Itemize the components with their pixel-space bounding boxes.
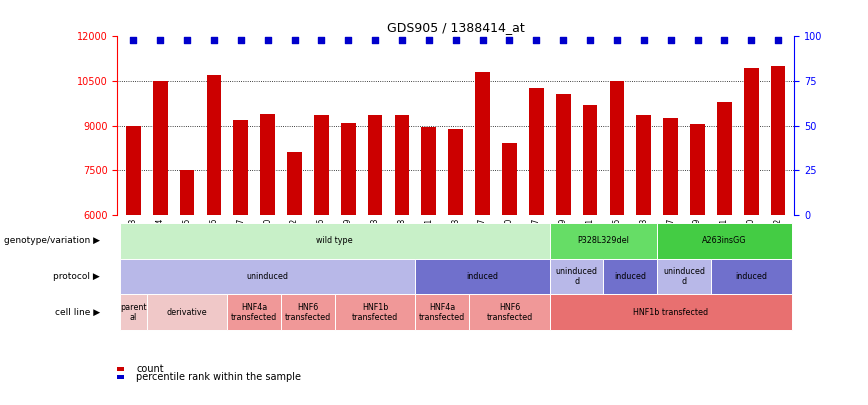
- Bar: [502, 143, 516, 215]
- Point: [718, 37, 732, 44]
- Bar: [341, 123, 356, 215]
- Text: induced: induced: [467, 272, 498, 281]
- Text: derivative: derivative: [167, 308, 207, 317]
- Point: [314, 37, 328, 44]
- Point: [233, 37, 247, 44]
- Bar: [448, 128, 464, 215]
- Point: [637, 37, 651, 44]
- Point: [287, 37, 301, 44]
- Text: uninduced
d: uninduced d: [663, 267, 705, 286]
- Text: HNF1b
transfected: HNF1b transfected: [352, 303, 398, 322]
- Point: [154, 37, 168, 44]
- Bar: [180, 170, 194, 215]
- Bar: [636, 115, 651, 215]
- Text: protocol ▶: protocol ▶: [53, 272, 100, 281]
- Bar: [771, 66, 786, 215]
- Bar: [126, 126, 141, 215]
- Bar: [717, 102, 732, 215]
- Text: induced: induced: [615, 272, 647, 281]
- Text: HNF1b transfected: HNF1b transfected: [633, 308, 708, 317]
- Point: [260, 37, 274, 44]
- Bar: [153, 81, 168, 215]
- Bar: [395, 115, 410, 215]
- Point: [610, 37, 624, 44]
- Bar: [260, 114, 275, 215]
- Bar: [475, 72, 490, 215]
- Point: [691, 37, 705, 44]
- Bar: [422, 127, 437, 215]
- Point: [744, 37, 758, 44]
- Text: count: count: [136, 364, 164, 374]
- Bar: [663, 118, 678, 215]
- Bar: [314, 115, 329, 215]
- Bar: [287, 152, 302, 215]
- Point: [449, 37, 463, 44]
- Point: [556, 37, 570, 44]
- Bar: [556, 94, 570, 215]
- Point: [127, 37, 141, 44]
- Bar: [582, 105, 597, 215]
- Text: cell line ▶: cell line ▶: [55, 308, 100, 317]
- Bar: [207, 75, 221, 215]
- Point: [341, 37, 355, 44]
- Point: [422, 37, 436, 44]
- Point: [207, 37, 220, 44]
- Point: [583, 37, 597, 44]
- Point: [664, 37, 678, 44]
- Bar: [609, 81, 624, 215]
- Text: uninduced
d: uninduced d: [556, 267, 597, 286]
- Bar: [744, 68, 759, 215]
- Bar: [529, 88, 543, 215]
- Text: genotype/variation ▶: genotype/variation ▶: [3, 237, 100, 245]
- Text: parent
al: parent al: [120, 303, 147, 322]
- Bar: [690, 124, 705, 215]
- Point: [368, 37, 382, 44]
- Text: A263insGG: A263insGG: [702, 237, 746, 245]
- Text: HNF4a
transfected: HNF4a transfected: [419, 303, 465, 322]
- Point: [771, 37, 785, 44]
- Point: [180, 37, 194, 44]
- Text: percentile rank within the sample: percentile rank within the sample: [136, 372, 301, 382]
- Point: [529, 37, 543, 44]
- Bar: [368, 115, 383, 215]
- Point: [395, 37, 409, 44]
- Text: wild type: wild type: [317, 237, 353, 245]
- Point: [503, 37, 516, 44]
- Text: HNF6
transfected: HNF6 transfected: [486, 303, 533, 322]
- Text: HNF6
transfected: HNF6 transfected: [285, 303, 331, 322]
- Bar: [233, 119, 248, 215]
- Text: HNF4a
transfected: HNF4a transfected: [231, 303, 277, 322]
- Point: [476, 37, 490, 44]
- Title: GDS905 / 1388414_at: GDS905 / 1388414_at: [387, 21, 524, 34]
- Text: P328L329del: P328L329del: [577, 237, 629, 245]
- Text: induced: induced: [735, 272, 767, 281]
- Text: uninduced: uninduced: [247, 272, 289, 281]
